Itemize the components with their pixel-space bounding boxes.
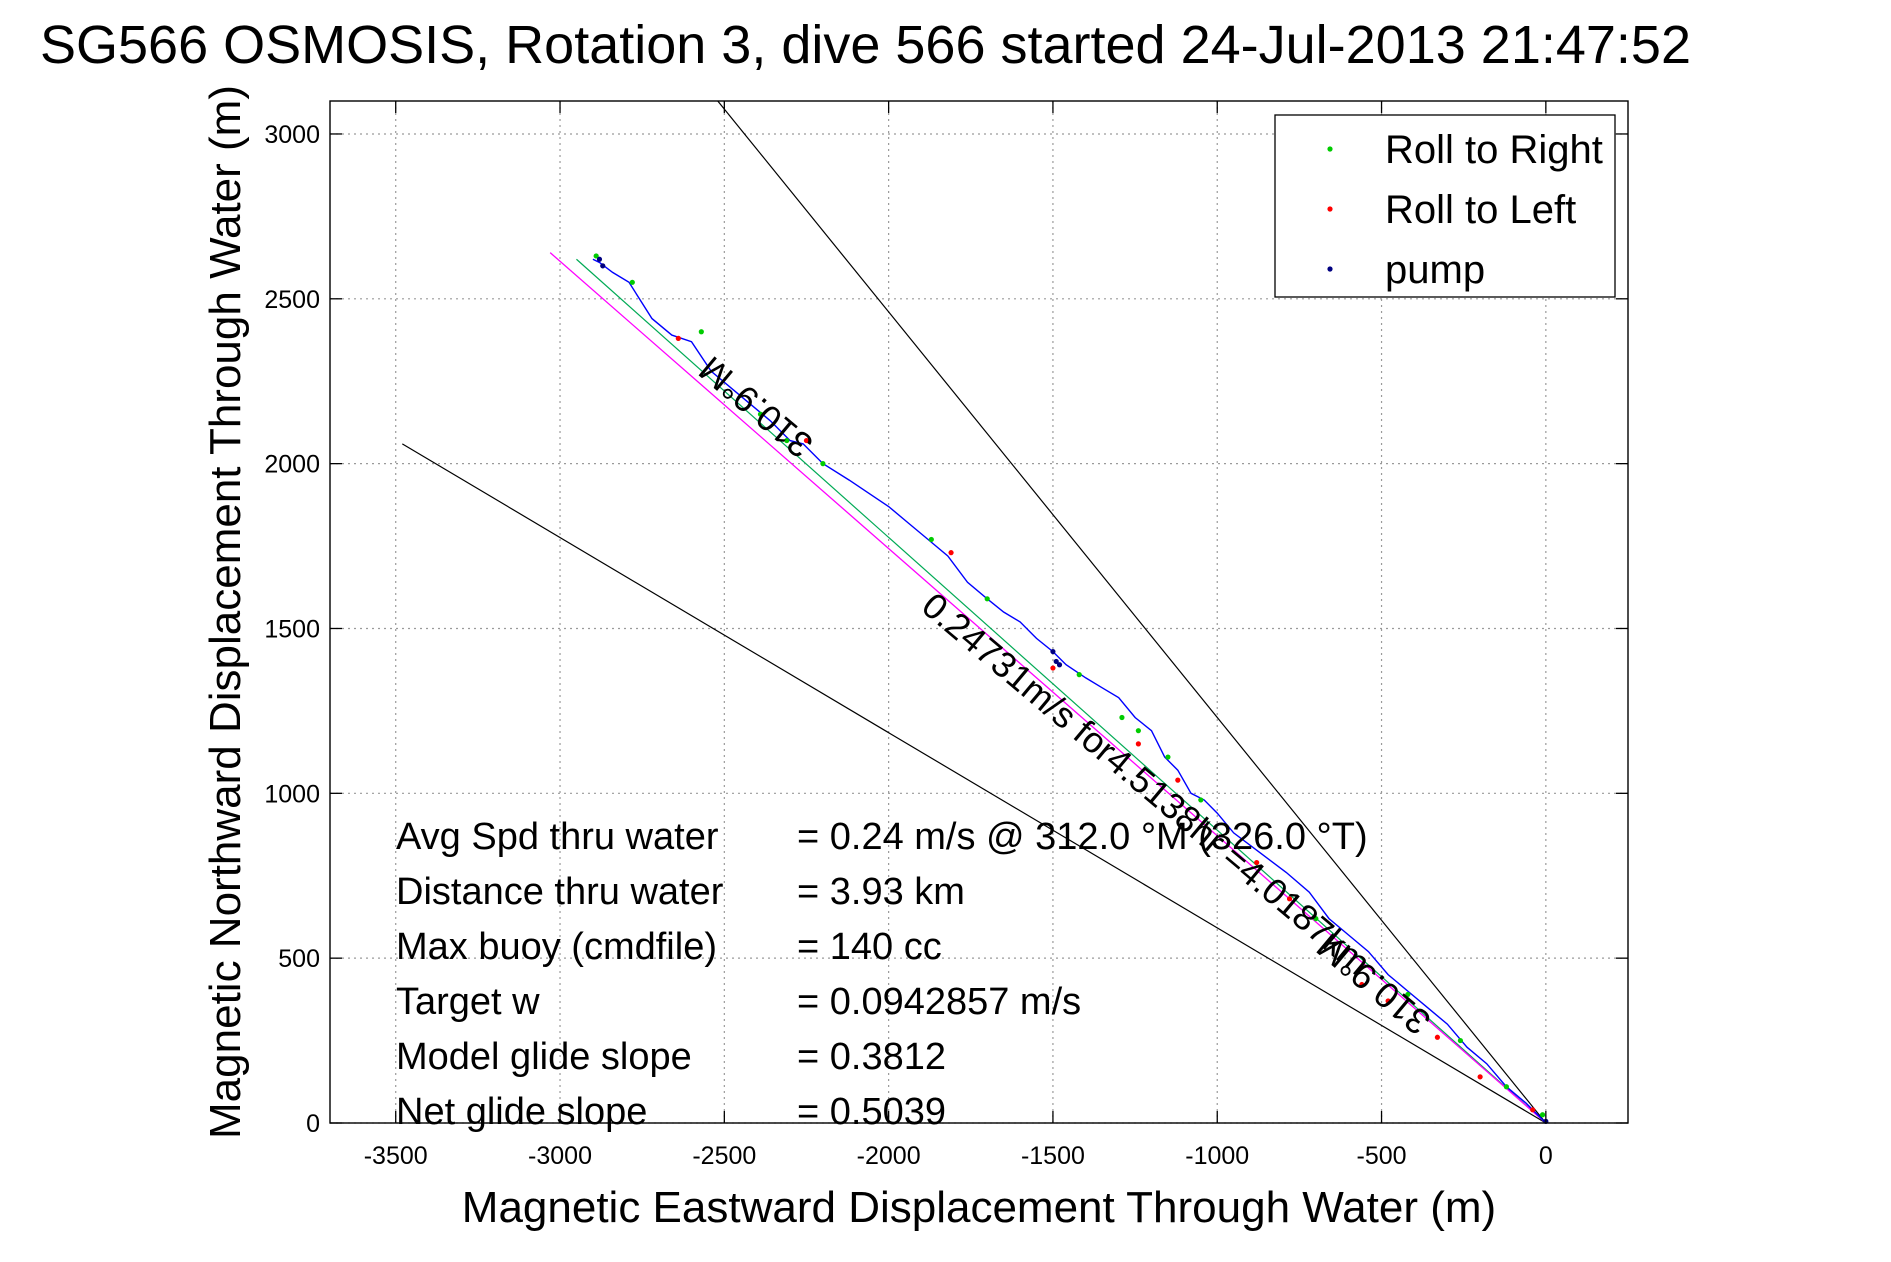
roll-right-marker [1165,754,1171,760]
y-tick-label: 500 [278,945,320,973]
roll-left-marker [803,437,810,444]
heading-cone-line [717,100,1547,1124]
roll-left-marker [1286,896,1293,902]
roll-right-marker [629,279,635,285]
pump-marker [1056,662,1063,668]
stat-value: = 0.3812 [797,1036,946,1078]
reference-lines [401,100,1547,1124]
x-tick-label: -2000 [857,1142,921,1170]
roll-left-marker [675,335,681,341]
roll-left-marker [948,550,954,556]
sample-markers [593,253,1549,1124]
legend-marker [1327,146,1333,152]
stat-label: Avg Spd thru water [396,816,719,858]
stat-label: Target w [396,981,540,1023]
legend-box [1274,114,1616,298]
track-annotation: 310.9°M [1309,925,1438,1043]
legend-label: Roll to Right [1385,128,1603,172]
plot-frame [329,100,1629,1124]
roll-right-marker [1313,916,1319,922]
roll-left-marker [1530,1107,1536,1113]
y-axis-label: Magnetic Northward Displacement Through … [201,85,250,1139]
stat-value: = 0.5039 [797,1091,946,1133]
glider-track [592,258,1547,1124]
y-tick-label: 1500 [264,615,320,643]
roll-left-marker [1050,665,1056,671]
legend-label: pump [1385,248,1485,292]
track-annotation: 0.24731m/s for4.5138hr =4.0187km [914,584,1378,983]
roll-right-marker [1405,991,1411,998]
legend: Roll to Right Roll to Left pump [1274,114,1616,298]
roll-right-marker [698,329,704,335]
x-tick-label: -2500 [692,1142,756,1170]
legend-marker [1327,206,1333,212]
roll-right-marker [1198,797,1204,803]
roll-right-marker [1119,714,1125,721]
roll-left-marker [1477,1074,1483,1080]
net-displacement-line [549,252,1547,1124]
stat-label: Model glide slope [396,1036,692,1078]
roll-right-marker [1076,672,1082,678]
y-tick-label: 0 [306,1110,320,1138]
pump-marker [596,256,603,262]
x-tick-label: -3500 [364,1142,428,1170]
roll-right-marker [928,536,934,543]
y-tick-label: 3000 [264,121,320,149]
legend-marker [1327,266,1333,272]
roll-right-marker [1457,1037,1464,1044]
y-tick-label: 1000 [264,780,320,808]
pump-marker [600,263,606,269]
stat-value: = 140 cc [797,926,942,968]
roll-right-marker [1503,1084,1510,1090]
x-tick-label: -500 [1357,1142,1407,1170]
roll-right-marker [1539,1112,1546,1118]
x-tick-label: -3000 [528,1142,592,1170]
roll-left-marker [1254,859,1260,866]
stat-value: = 0.0942857 m/s [797,981,1081,1023]
y-tick-label: 2000 [264,451,320,479]
roll-left-marker [1434,1034,1441,1040]
x-tick-label: -1500 [1021,1142,1085,1170]
stat-value: = 0.24 m/s @ 312.0 °M (326.0 °T) [797,816,1368,858]
roll-right-marker [820,461,826,467]
stat-label: Distance thru water [396,871,724,913]
track-annotation: 310.9°M [691,348,820,466]
roll-right-marker [593,253,599,259]
legend-label: Roll to Left [1385,188,1576,232]
pump-marker [1053,658,1059,665]
roll-left-marker [1175,777,1181,783]
roll-right-marker [784,437,790,444]
stats-block: Avg Spd thru water = 0.24 m/s @ 312.0 °M … [396,816,1368,1133]
x-tick-label: 0 [1539,1142,1553,1170]
stat-value: = 3.93 km [797,871,965,913]
stat-label: Max buoy (cmdfile) [396,926,717,968]
roll-right-marker [1135,728,1141,734]
chart-title: SG566 OSMOSIS, Rotation 3, dive 566 star… [40,15,1691,75]
roll-right-marker [984,596,990,602]
x-axis-label: Magnetic Eastward Displacement Through W… [462,1183,1496,1232]
roll-left-marker [1135,741,1141,747]
heading-cone-line [401,443,1547,1124]
avg-heading-line [576,258,1547,1124]
stat-label: Net glide slope [396,1091,647,1133]
y-tick-label: 2500 [264,286,320,314]
x-tick-label: -1000 [1185,1142,1249,1170]
track-line [592,258,1547,1124]
roll-left-marker [1385,998,1391,1004]
pump-marker [1050,648,1056,655]
axis-ticks: -3500 -3000 -2500 -2000 -1500 -1000 -500 0 0 500 1… [264,101,1628,1170]
roll-left-marker [1359,981,1365,988]
roll-right-marker [757,411,764,417]
